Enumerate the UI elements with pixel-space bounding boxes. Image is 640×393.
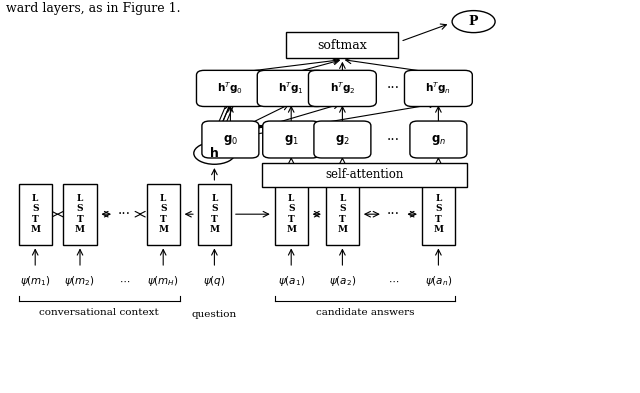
Bar xyxy=(63,184,97,244)
Text: $\psi(a_2)$: $\psi(a_2)$ xyxy=(329,274,356,288)
Ellipse shape xyxy=(452,11,495,33)
Text: $\psi(m_1)$: $\psi(m_1)$ xyxy=(20,274,51,288)
FancyBboxPatch shape xyxy=(404,70,472,107)
Text: L
S
T
M: L S T M xyxy=(30,194,40,234)
Text: $\psi(m_2)$: $\psi(m_2)$ xyxy=(65,274,95,288)
Text: $\mathbf{g}_0$: $\mathbf{g}_0$ xyxy=(223,132,238,147)
Ellipse shape xyxy=(194,142,235,164)
FancyBboxPatch shape xyxy=(314,121,371,158)
Text: candidate answers: candidate answers xyxy=(316,308,414,317)
Text: P: P xyxy=(469,15,478,28)
Bar xyxy=(275,184,308,244)
Text: softmax: softmax xyxy=(317,39,367,52)
Bar xyxy=(198,184,231,244)
Text: conversational context: conversational context xyxy=(39,308,159,317)
Text: $\psi(q)$: $\psi(q)$ xyxy=(203,274,226,288)
Text: ward layers, as in Figure 1.: ward layers, as in Figure 1. xyxy=(6,2,181,15)
Bar xyxy=(422,184,455,244)
Text: L
S
T
M: L S T M xyxy=(209,194,220,234)
Text: $\cdots$: $\cdots$ xyxy=(119,277,131,285)
Text: ···: ··· xyxy=(118,207,131,221)
Text: ···: ··· xyxy=(387,207,400,221)
Bar xyxy=(19,184,52,244)
Text: L
S
T
M: L S T M xyxy=(75,194,85,234)
Text: $\mathbf{g}_n$: $\mathbf{g}_n$ xyxy=(431,132,446,147)
Text: $\cdots$: $\cdots$ xyxy=(388,277,399,285)
Bar xyxy=(326,184,359,244)
Text: self-attention: self-attention xyxy=(326,168,404,182)
Bar xyxy=(287,33,398,58)
FancyBboxPatch shape xyxy=(202,121,259,158)
Text: $\mathbf{h}^T\mathbf{g}_0$: $\mathbf{h}^T\mathbf{g}_0$ xyxy=(218,81,243,96)
Text: $\mathbf{g}_2$: $\mathbf{g}_2$ xyxy=(335,132,350,147)
Text: $\mathbf{h}^T\mathbf{g}_2$: $\mathbf{h}^T\mathbf{g}_2$ xyxy=(330,81,355,96)
Text: $\mathbf{h}^T\mathbf{g}_n$: $\mathbf{h}^T\mathbf{g}_n$ xyxy=(426,81,451,96)
FancyBboxPatch shape xyxy=(196,70,264,107)
Text: question: question xyxy=(192,310,237,320)
Text: L
S
T
M: L S T M xyxy=(433,194,444,234)
Text: L
S
T
M: L S T M xyxy=(286,194,296,234)
FancyBboxPatch shape xyxy=(308,70,376,107)
Text: ···: ··· xyxy=(387,81,400,95)
Text: $\psi(m_H)$: $\psi(m_H)$ xyxy=(147,274,179,288)
Text: $\mathbf{h}^T\mathbf{g}_1$: $\mathbf{h}^T\mathbf{g}_1$ xyxy=(278,81,304,96)
Text: L
S
T
M: L S T M xyxy=(337,194,348,234)
Bar xyxy=(262,163,467,187)
Text: L
S
T
M: L S T M xyxy=(158,194,168,234)
Text: ···: ··· xyxy=(387,132,400,147)
Text: $\mathbf{g}_1$: $\mathbf{g}_1$ xyxy=(284,132,299,147)
FancyBboxPatch shape xyxy=(262,121,319,158)
Bar xyxy=(147,184,180,244)
Text: $\psi(a_1)$: $\psi(a_1)$ xyxy=(278,274,305,288)
FancyBboxPatch shape xyxy=(257,70,325,107)
FancyBboxPatch shape xyxy=(410,121,467,158)
Text: $\mathbf{h}$: $\mathbf{h}$ xyxy=(209,146,220,160)
Text: $\psi(a_n)$: $\psi(a_n)$ xyxy=(425,274,452,288)
